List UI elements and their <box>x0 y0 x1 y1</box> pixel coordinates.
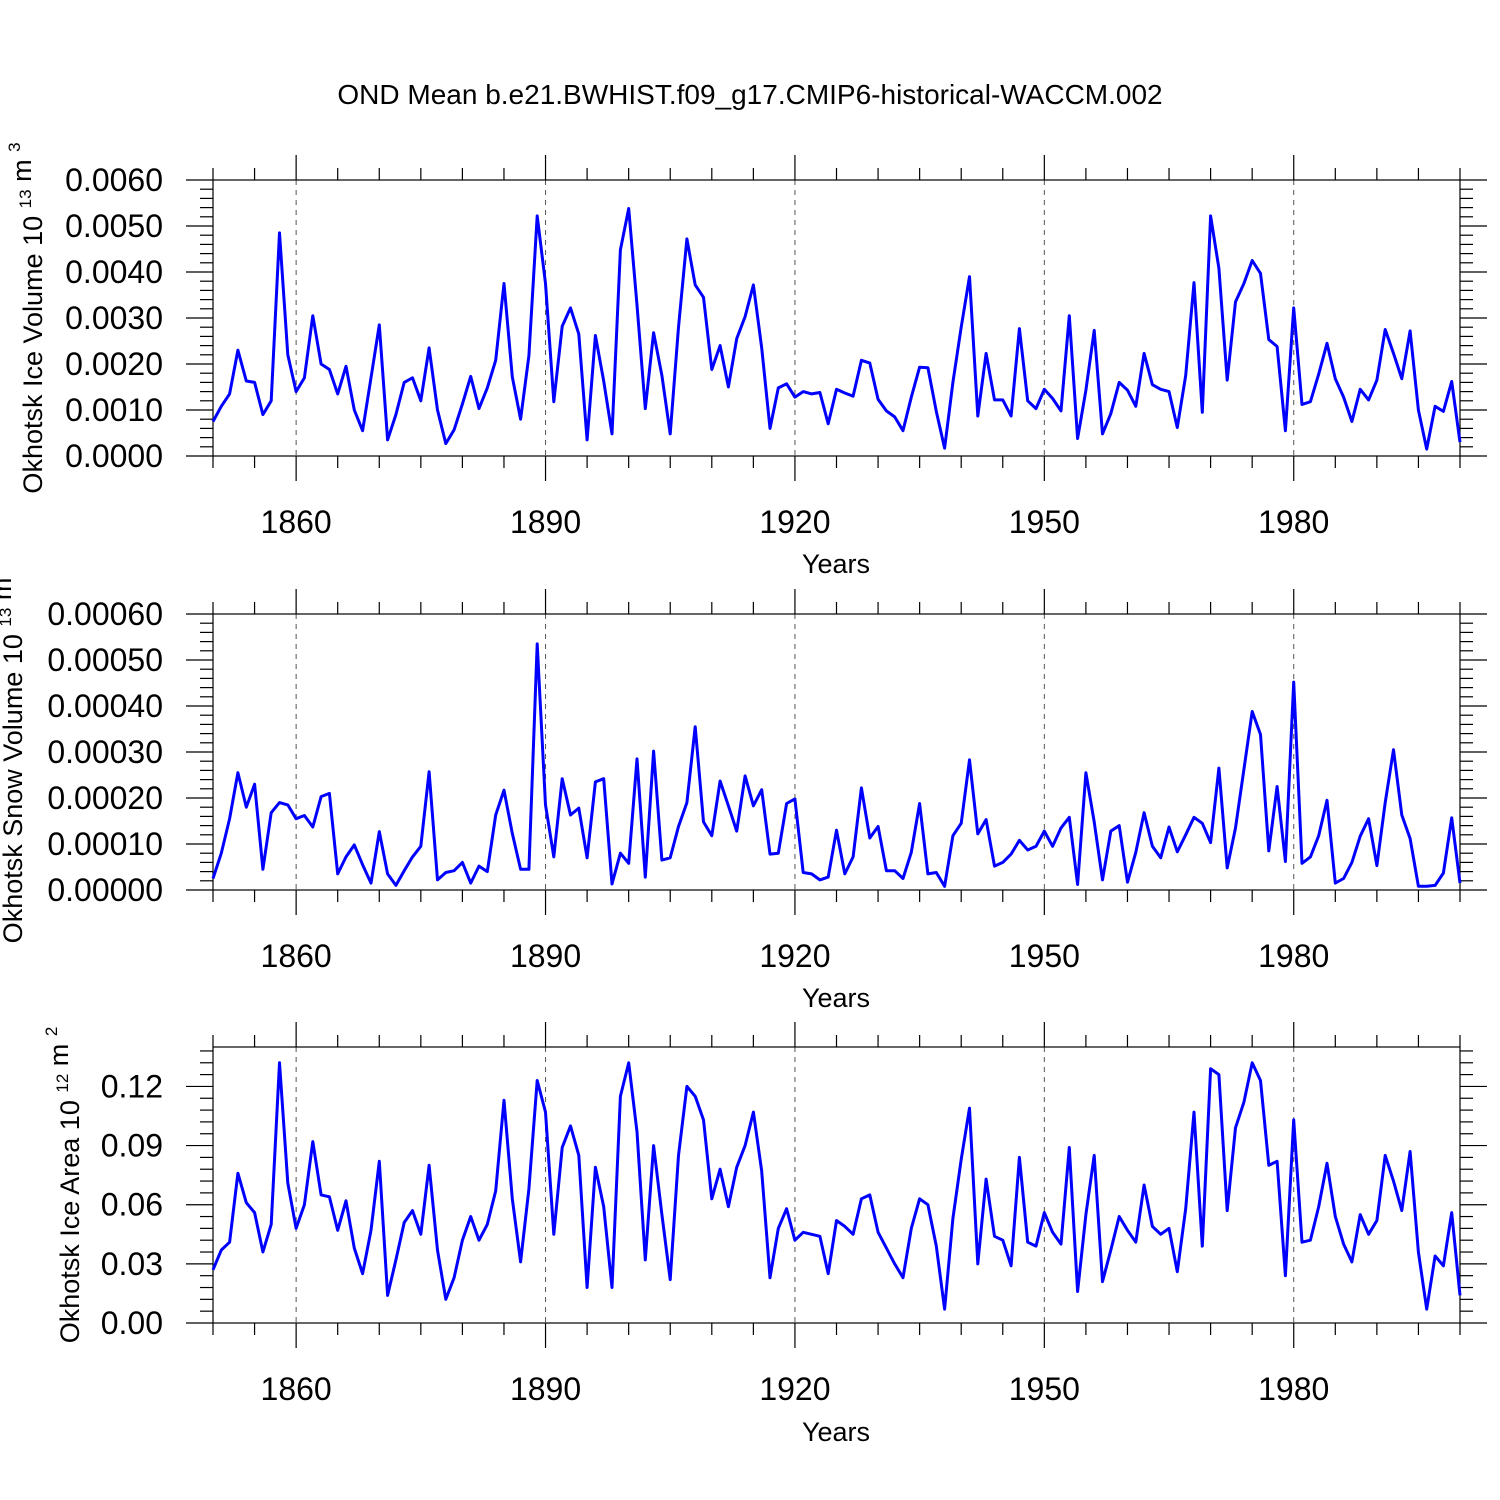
plot-frame <box>212 1046 1461 1324</box>
y-axis-label-exp: 13 <box>16 189 35 208</box>
y-axis-label-unit: m <box>7 159 37 182</box>
y-axis-label-exp: 13 <box>0 608 15 627</box>
y-axis-label: Okhotsk Snow Volume 10 13 m 3 <box>0 561 28 944</box>
y-tick-label: 0.00010 <box>47 826 163 862</box>
panel-snow-volume: 0.00000 0.00010 0.00020 0.00030 0.00040 0.000… <box>0 561 1487 1013</box>
y-tick-label: 0.09 <box>101 1128 163 1164</box>
y-tick-label: 0.00060 <box>47 596 163 632</box>
snow-volume-series-line <box>211 642 1462 888</box>
y-axis-label-unit-exp: 3 <box>5 142 24 151</box>
y-axis-label-unit: m <box>0 578 17 601</box>
y-axis-label-unit-exp: 2 <box>42 1027 61 1036</box>
y-tick-label: 0.00030 <box>47 734 163 770</box>
y-tick-label: 0.0050 <box>65 208 163 244</box>
y-tick-label: 0.0000 <box>65 438 163 474</box>
plot-frame <box>212 613 1461 891</box>
y-tick-label: 0.12 <box>101 1068 163 1104</box>
y-tick-label: 0.0040 <box>65 254 163 290</box>
y-axis-label-exp: 12 <box>53 1074 72 1093</box>
y-axis-label: Okhotsk Ice Area 10 12 m 2 <box>42 1027 85 1344</box>
y-axis-label-pow: 10 <box>18 216 48 246</box>
y-axis-label-pow: 10 <box>0 634 28 664</box>
x-tick-label: 1980 <box>1258 504 1329 540</box>
y-axis-label-pow: 10 <box>55 1100 85 1130</box>
y-tick-label: 0.00050 <box>47 642 163 678</box>
x-axis-label: Years <box>802 983 870 1013</box>
y-axis-label-name: Okhotsk Snow Volume <box>0 672 28 944</box>
y-tick-label: 0.03 <box>101 1246 163 1282</box>
x-tick-label: 1890 <box>510 938 581 974</box>
y-tick-label: 0.00020 <box>47 780 163 816</box>
x-tick-label: 1920 <box>759 504 830 540</box>
x-tick-label: 1980 <box>1258 938 1329 974</box>
y-tick-label: 0.0020 <box>65 346 163 382</box>
x-tick-label: 1950 <box>1009 1371 1080 1407</box>
y-tick-label: 0.00000 <box>47 872 163 908</box>
x-tick-label: 1860 <box>261 1371 332 1407</box>
y-tick-label: 0.0010 <box>65 392 163 428</box>
panel-ice-area: 0.00 0.03 0.06 0.09 0.12 1860 1890 1920 1950 198… <box>42 1022 1487 1447</box>
y-axis-label-unit: m <box>44 1044 74 1067</box>
y-tick-label: 0.00040 <box>47 688 163 724</box>
y-tick-label: 0.0030 <box>65 300 163 336</box>
y-axis-label-name: Okhotsk Ice Volume <box>18 253 48 493</box>
ice-area-series-line <box>211 1061 1462 1311</box>
figure-title: OND Mean b.e21.BWHIST.f09_g17.CMIP6-hist… <box>337 79 1162 110</box>
x-tick-label: 1890 <box>510 504 581 540</box>
x-tick-label: 1980 <box>1258 1371 1329 1407</box>
x-tick-label: 1950 <box>1009 504 1080 540</box>
y-tick-label: 0.06 <box>101 1187 163 1223</box>
x-axis-label: Years <box>802 549 870 579</box>
y-axis-label-unit-exp: 3 <box>0 561 4 570</box>
x-tick-label: 1920 <box>759 1371 830 1407</box>
y-tick-label: 0.00 <box>101 1305 163 1341</box>
plot-frame <box>212 179 1461 457</box>
panel-ice-volume: 0.0000 0.0010 0.0020 0.0030 0.0040 0.0050 0.00… <box>5 142 1487 579</box>
y-axis-label: Okhotsk Ice Volume 10 13 m 3 <box>5 142 48 493</box>
x-tick-label: 1890 <box>510 1371 581 1407</box>
y-axis-label-name: Okhotsk Ice Area <box>55 1137 85 1344</box>
x-tick-label: 1950 <box>1009 938 1080 974</box>
x-tick-label: 1860 <box>261 938 332 974</box>
x-tick-label: 1920 <box>759 938 830 974</box>
x-axis-label: Years <box>802 1417 870 1447</box>
ice-volume-series-line <box>211 207 1462 451</box>
x-tick-label: 1860 <box>261 504 332 540</box>
y-tick-label: 0.0060 <box>65 162 163 198</box>
